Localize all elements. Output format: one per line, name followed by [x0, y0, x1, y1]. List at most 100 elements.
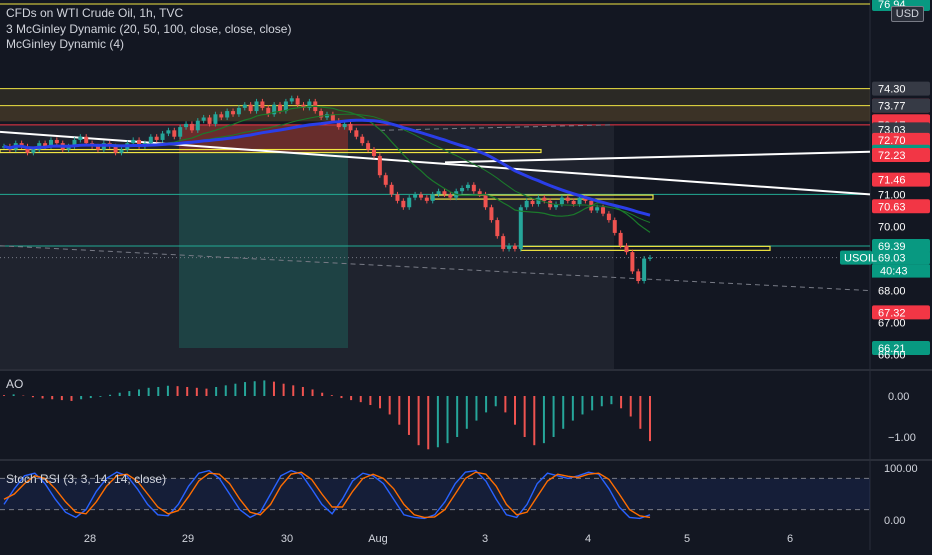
- price-label-text: 66.21: [878, 343, 906, 355]
- price-label-bg: [872, 199, 930, 214]
- candle-body: [72, 139, 77, 147]
- time-tick: 5: [684, 533, 690, 545]
- candle-body: [78, 136, 83, 140]
- candle-body: [507, 245, 512, 249]
- price-label-text: 70.00: [878, 221, 906, 233]
- price-label-text: 66.00: [878, 350, 906, 362]
- candle-body: [172, 130, 177, 137]
- time-tick: 6: [787, 533, 793, 545]
- grey-range-box: [0, 124, 614, 370]
- ao-tick: 0.00: [888, 391, 909, 403]
- candle-body: [54, 139, 59, 144]
- candle-body: [636, 271, 641, 281]
- candle-body: [301, 104, 306, 108]
- symbol-tag: USOIL: [844, 253, 877, 265]
- ao-pane-title[interactable]: AO: [6, 377, 24, 391]
- candle-body: [571, 200, 576, 205]
- candle-body: [366, 143, 371, 150]
- price-label-11: 71.46: [872, 172, 930, 187]
- candle-body: [401, 200, 406, 208]
- stoch-tick: 0.00: [884, 515, 905, 527]
- price-label-text: 73.77: [878, 101, 906, 113]
- price-label-text: 68.00: [878, 286, 906, 298]
- candle-body: [413, 194, 418, 198]
- stoch-line-0: [3, 469, 651, 520]
- candle-body: [371, 149, 376, 156]
- candle-body: [442, 191, 447, 195]
- candle-body: [354, 130, 359, 137]
- candle-body: [184, 123, 189, 128]
- candle-body: [25, 146, 30, 153]
- stoch-pane-title[interactable]: Stoch RSI (3, 3, 14, 14, close): [6, 472, 167, 486]
- time-tick: 30: [281, 533, 293, 545]
- candle-body: [236, 107, 241, 115]
- time-tick: 29: [182, 533, 194, 545]
- candle-body: [536, 197, 541, 205]
- candle-body: [642, 258, 647, 281]
- candle-body: [231, 111, 236, 115]
- resistance-zone: [0, 88, 870, 122]
- currency-badge[interactable]: USD: [890, 6, 924, 22]
- candle-body: [583, 197, 588, 201]
- candle-body: [524, 200, 529, 208]
- candle-body: [383, 175, 388, 185]
- candle-body: [95, 146, 100, 150]
- countdown-bg: [872, 264, 930, 278]
- candle-body: [483, 194, 488, 208]
- price-label-text: 71.00: [878, 189, 906, 201]
- candle-body: [178, 127, 183, 137]
- candle-body: [84, 136, 89, 144]
- price-label-10: 72.23: [872, 148, 930, 163]
- candle-body: [577, 197, 582, 205]
- price-label-bg: [872, 98, 930, 113]
- candle-body: [283, 101, 288, 112]
- candle-body: [448, 194, 453, 198]
- candle-body: [336, 120, 341, 128]
- candle-body: [207, 117, 212, 124]
- candle-body: [242, 104, 247, 108]
- candle-body: [460, 188, 465, 192]
- candle-body: [225, 111, 230, 118]
- mcginley-100-line: [3, 118, 651, 217]
- candle-body: [342, 123, 347, 128]
- candle-body: [606, 213, 611, 221]
- candle-body: [148, 136, 153, 144]
- indicator-legend-mcginley[interactable]: McGinley Dynamic (4): [6, 37, 125, 51]
- candle-body: [201, 117, 206, 121]
- candle-body: [166, 130, 171, 134]
- candle-body: [131, 139, 136, 144]
- candle-body: [489, 207, 494, 221]
- candle-body: [66, 146, 71, 150]
- sr-box: [0, 148, 542, 154]
- price-label-bg: [872, 122, 930, 137]
- candle-body: [348, 123, 353, 131]
- candle-body: [430, 194, 435, 201]
- time-tick: 4: [585, 533, 591, 545]
- chart-title[interactable]: CFDs on WTI Crude Oil, 1h, TVC: [6, 6, 184, 20]
- price-label-bg: [872, 132, 930, 147]
- candle-body: [595, 207, 600, 211]
- candle-body: [612, 220, 617, 233]
- candle-body: [113, 146, 118, 153]
- price-label-text: 74.30: [878, 84, 906, 96]
- candle-body: [189, 123, 194, 131]
- candle-body: [248, 104, 253, 112]
- indicator-legend-mcginley-3[interactable]: 3 McGinley Dynamic (20, 50, 100, close, …: [6, 22, 292, 36]
- time-tick: 3: [482, 533, 488, 545]
- candle-body: [160, 133, 165, 140]
- price-label-17: 68.00: [878, 286, 906, 298]
- candle-body: [648, 257, 652, 259]
- countdown-text: 40:43: [880, 266, 908, 278]
- price-label-text: 67.00: [878, 318, 906, 330]
- candle-body: [630, 252, 635, 272]
- candle-body: [377, 155, 382, 176]
- price-label-bg: [872, 81, 930, 96]
- take-profit-zone: [179, 151, 348, 348]
- candle-body: [407, 197, 412, 208]
- candle-body: [554, 204, 559, 208]
- price-label-12: 71.00: [878, 189, 906, 201]
- price-label-bg: [872, 305, 930, 320]
- price-label-bg: [872, 250, 930, 265]
